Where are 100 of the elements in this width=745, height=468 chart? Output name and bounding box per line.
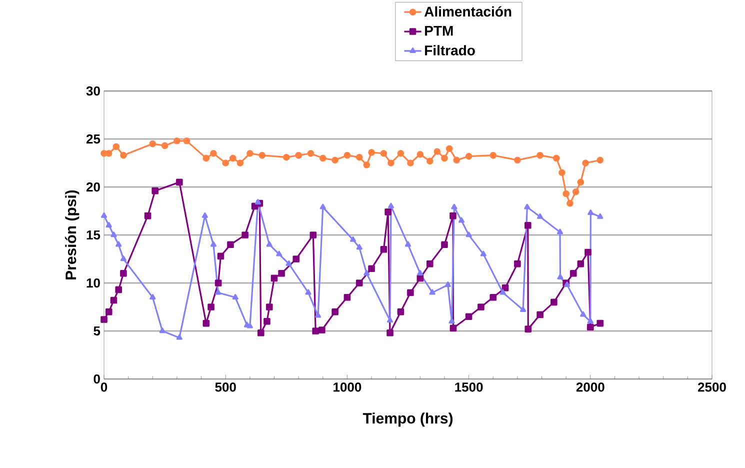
- point: [283, 154, 290, 161]
- point: [566, 200, 574, 207]
- point: [305, 289, 312, 295]
- point: [227, 241, 234, 248]
- point: [368, 265, 375, 272]
- point: [105, 150, 112, 157]
- point: [386, 317, 394, 323]
- point: [450, 324, 457, 332]
- point: [242, 232, 248, 238]
- x-tick-label: 2500: [698, 382, 726, 392]
- point: [276, 250, 282, 256]
- point: [446, 145, 453, 152]
- point: [319, 154, 326, 162]
- point: [434, 148, 441, 155]
- point: [465, 152, 472, 160]
- point: [536, 311, 544, 318]
- point: [397, 308, 404, 316]
- point: [356, 280, 363, 286]
- y-tick-label: 0: [94, 374, 100, 384]
- point: [587, 318, 594, 324]
- point: [264, 318, 270, 325]
- point: [257, 330, 264, 336]
- point: [278, 270, 285, 277]
- point: [441, 154, 448, 162]
- point: [210, 241, 216, 247]
- point: [152, 187, 158, 194]
- point: [570, 270, 577, 277]
- point: [388, 160, 394, 166]
- x-tick-label: 1000: [334, 382, 362, 392]
- point: [364, 270, 370, 276]
- point: [586, 324, 594, 331]
- point: [426, 260, 434, 268]
- point: [202, 212, 208, 218]
- x-tick-label: 500: [215, 382, 236, 392]
- x-tick-label: 0: [100, 382, 108, 392]
- point: [404, 241, 412, 247]
- point: [176, 334, 182, 340]
- point: [286, 260, 292, 266]
- point: [254, 198, 261, 204]
- point: [450, 212, 456, 220]
- point: [416, 274, 424, 282]
- point: [356, 154, 363, 161]
- point: [380, 150, 388, 157]
- point: [520, 306, 526, 312]
- point: [453, 156, 460, 164]
- point: [210, 150, 217, 157]
- point: [580, 311, 586, 317]
- point: [176, 178, 183, 186]
- point: [344, 294, 351, 301]
- y-axis-title: Presión (psi): [65, 190, 80, 280]
- legend-label: PTM: [425, 26, 453, 36]
- point: [332, 308, 338, 316]
- point: [215, 289, 222, 295]
- point: [100, 212, 108, 218]
- point: [106, 222, 112, 228]
- point: [318, 326, 326, 334]
- point: [105, 308, 112, 316]
- point: [161, 142, 168, 150]
- point: [577, 178, 584, 186]
- point: [266, 304, 273, 310]
- point: [441, 241, 448, 248]
- point: [416, 150, 424, 158]
- y-tick-label: 30: [86, 86, 100, 96]
- point: [120, 256, 127, 262]
- point: [246, 322, 253, 328]
- point: [217, 252, 224, 260]
- point: [110, 296, 118, 304]
- point: [310, 232, 317, 238]
- point: [202, 154, 210, 162]
- point: [202, 320, 210, 327]
- point: [444, 282, 451, 288]
- point: [110, 232, 117, 238]
- point: [500, 289, 506, 295]
- point: [149, 140, 156, 148]
- point: [478, 304, 484, 310]
- point: [344, 152, 351, 159]
- y-tick-label: 25: [86, 134, 100, 144]
- x-tick-label: 1500: [455, 382, 483, 392]
- point: [466, 232, 472, 238]
- point: [363, 162, 370, 168]
- point: [380, 246, 388, 253]
- point: [596, 156, 604, 164]
- point: [417, 270, 424, 276]
- point: [314, 312, 322, 318]
- point: [524, 222, 532, 229]
- point: [558, 169, 566, 176]
- y-tick-label: 10: [86, 278, 100, 288]
- legend-label: Alimentación: [424, 6, 512, 17]
- y-tick-label: 15: [86, 230, 100, 240]
- point: [368, 149, 375, 156]
- point: [183, 138, 190, 144]
- point: [552, 154, 560, 162]
- point: [490, 294, 497, 301]
- point: [556, 228, 564, 234]
- point: [514, 156, 521, 164]
- point: [584, 248, 592, 256]
- point: [572, 188, 580, 196]
- point: [407, 160, 414, 166]
- point: [407, 289, 414, 296]
- point: [116, 241, 122, 247]
